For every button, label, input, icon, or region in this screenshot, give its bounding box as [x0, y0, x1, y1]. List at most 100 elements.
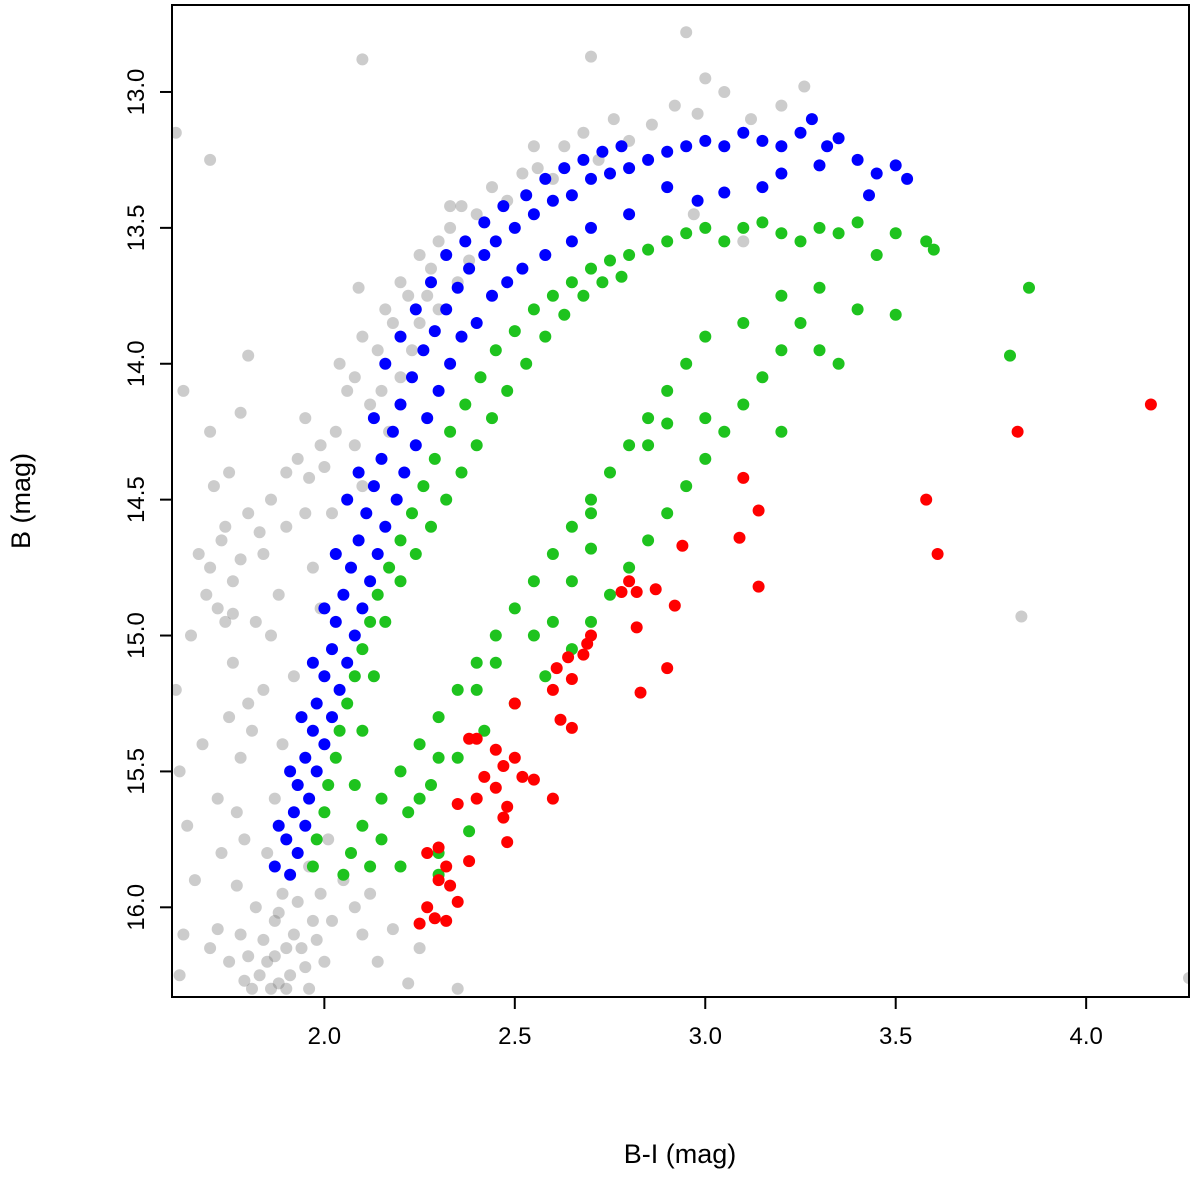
data-point — [451, 982, 464, 995]
data-point — [223, 955, 236, 968]
data-point — [421, 289, 434, 302]
data-point — [242, 349, 255, 362]
data-point — [215, 847, 228, 859]
data-point — [413, 317, 426, 329]
data-point — [634, 686, 647, 699]
data-point — [737, 235, 750, 248]
data-point — [699, 452, 712, 465]
data-point — [204, 942, 217, 955]
data-point — [558, 308, 571, 321]
data-point — [489, 235, 502, 248]
data-point — [558, 140, 571, 153]
data-point — [459, 235, 472, 248]
data-point — [375, 833, 388, 846]
data-point — [737, 126, 750, 139]
data-point — [204, 561, 217, 574]
data-point — [428, 452, 441, 465]
data-point — [615, 270, 628, 283]
data-point — [219, 615, 232, 628]
data-point — [318, 602, 331, 615]
data-point — [821, 140, 834, 153]
data-point — [379, 520, 392, 533]
data-point — [813, 344, 826, 357]
data-point — [794, 235, 807, 248]
data-point — [718, 425, 731, 438]
data-point — [291, 847, 304, 859]
data-point — [444, 357, 457, 370]
data-point — [508, 697, 521, 710]
data-point — [623, 561, 636, 574]
y-tick-label: 14.0 — [123, 340, 150, 387]
data-point — [745, 113, 757, 126]
data-point — [196, 738, 209, 751]
data-point — [489, 656, 502, 669]
data-point — [516, 167, 529, 180]
data-point — [432, 751, 445, 764]
data-point — [550, 662, 563, 675]
data-point — [333, 724, 346, 737]
data-point — [310, 697, 323, 710]
y-tick-label: 15.5 — [123, 748, 150, 795]
data-point — [341, 384, 354, 397]
data-point — [687, 208, 700, 221]
data-point — [345, 561, 357, 574]
data-point — [341, 493, 354, 506]
data-point — [409, 548, 422, 560]
data-point — [364, 575, 377, 588]
data-point — [207, 480, 220, 493]
data-point — [276, 887, 289, 900]
data-point — [425, 276, 437, 289]
data-point — [257, 548, 270, 560]
data-point — [367, 412, 380, 425]
data-point — [242, 950, 255, 963]
data-point — [508, 325, 521, 338]
data-point — [699, 330, 712, 343]
data-point — [470, 439, 483, 452]
data-point — [413, 917, 426, 930]
data-point — [310, 833, 323, 846]
data-point — [527, 773, 540, 786]
data-point — [291, 895, 304, 908]
x-tick-label: 3.5 — [879, 1023, 912, 1050]
data-point — [421, 847, 434, 859]
data-point — [268, 950, 281, 963]
data-point — [318, 461, 331, 473]
data-point — [364, 398, 377, 411]
data-point — [337, 868, 350, 881]
data-point — [261, 847, 274, 859]
data-point — [394, 575, 407, 588]
data-point — [596, 276, 609, 289]
data-point — [607, 113, 620, 126]
data-point — [737, 221, 750, 234]
data-point — [215, 534, 228, 547]
data-point — [345, 847, 357, 859]
data-point — [680, 26, 693, 39]
data-point — [375, 452, 388, 465]
data-point — [813, 159, 826, 172]
data-point — [798, 80, 811, 93]
data-point — [623, 249, 636, 261]
data-point — [413, 942, 426, 955]
data-point — [406, 507, 418, 520]
data-point — [615, 140, 628, 153]
data-point — [489, 629, 502, 642]
data-point — [356, 602, 369, 615]
data-point — [661, 417, 674, 430]
data-point — [348, 901, 361, 914]
data-point — [299, 751, 312, 764]
data-point — [558, 162, 571, 175]
data-point — [352, 466, 365, 479]
data-point — [348, 779, 361, 791]
data-point — [272, 977, 285, 990]
data-point — [661, 145, 674, 158]
data-point — [565, 235, 578, 248]
data-point — [604, 588, 616, 601]
x-tick-label: 4.0 — [1069, 1023, 1102, 1050]
data-point — [440, 493, 453, 506]
data-point — [242, 507, 255, 520]
data-point — [501, 276, 514, 289]
data-point — [661, 181, 674, 194]
data-point — [520, 357, 533, 370]
data-point — [192, 548, 205, 560]
data-point — [394, 276, 407, 289]
